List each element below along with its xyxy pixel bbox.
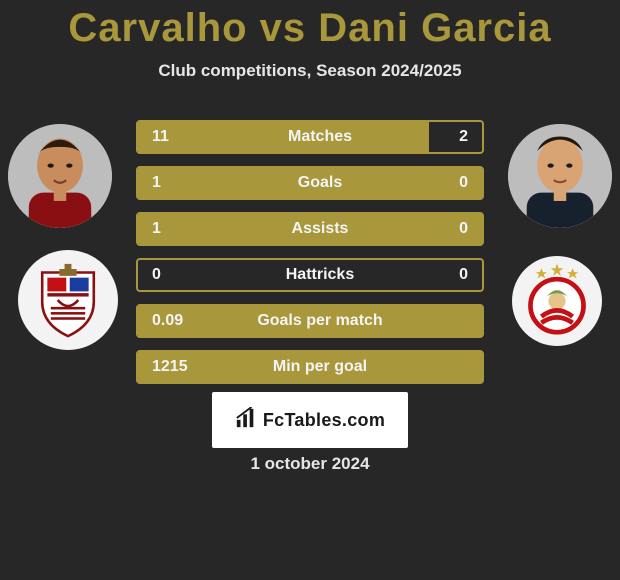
stat-left-value: 1: [138, 174, 208, 192]
player-right-avatar: [508, 124, 612, 228]
page-title: Carvalho vs Dani Garcia: [0, 0, 620, 51]
stat-left-value: 1: [138, 220, 208, 238]
stat-left-value: 11: [138, 128, 208, 146]
stat-row: 1Assists0: [136, 212, 484, 246]
stat-row: 11Matches2: [136, 120, 484, 154]
stats-rows: 11Matches21Goals01Assists00Hattricks00.0…: [136, 120, 484, 396]
club-left-crest: [18, 250, 118, 350]
stat-left-value: 0.09: [138, 312, 208, 330]
stat-label: Assists: [208, 220, 432, 238]
stat-left-value: 1215: [138, 358, 208, 376]
stat-row: 0Hattricks0: [136, 258, 484, 292]
brand-label: FcTables.com: [263, 410, 385, 431]
stat-row: 1Goals0: [136, 166, 484, 200]
stat-left-value: 0: [138, 266, 208, 284]
stat-label: Min per goal: [208, 358, 432, 376]
brand-box: FcTables.com: [212, 392, 408, 448]
brand-logo-icon: [235, 407, 257, 434]
stat-right-value: 0: [432, 266, 482, 284]
comparison-date: 1 october 2024: [0, 454, 620, 474]
stat-label: Goals: [208, 174, 432, 192]
stat-row: 0.09Goals per match: [136, 304, 484, 338]
stat-row: 1215Min per goal: [136, 350, 484, 384]
club-right-crest: [512, 256, 602, 346]
stat-right-value: 0: [432, 174, 482, 192]
stat-label: Goals per match: [208, 312, 432, 330]
stat-label: Hattricks: [208, 266, 432, 284]
stat-right-value: 0: [432, 220, 482, 238]
page-subtitle: Club competitions, Season 2024/2025: [0, 61, 620, 81]
stat-label: Matches: [208, 128, 432, 146]
player-left-avatar: [8, 124, 112, 228]
stat-right-value: 2: [432, 128, 482, 146]
